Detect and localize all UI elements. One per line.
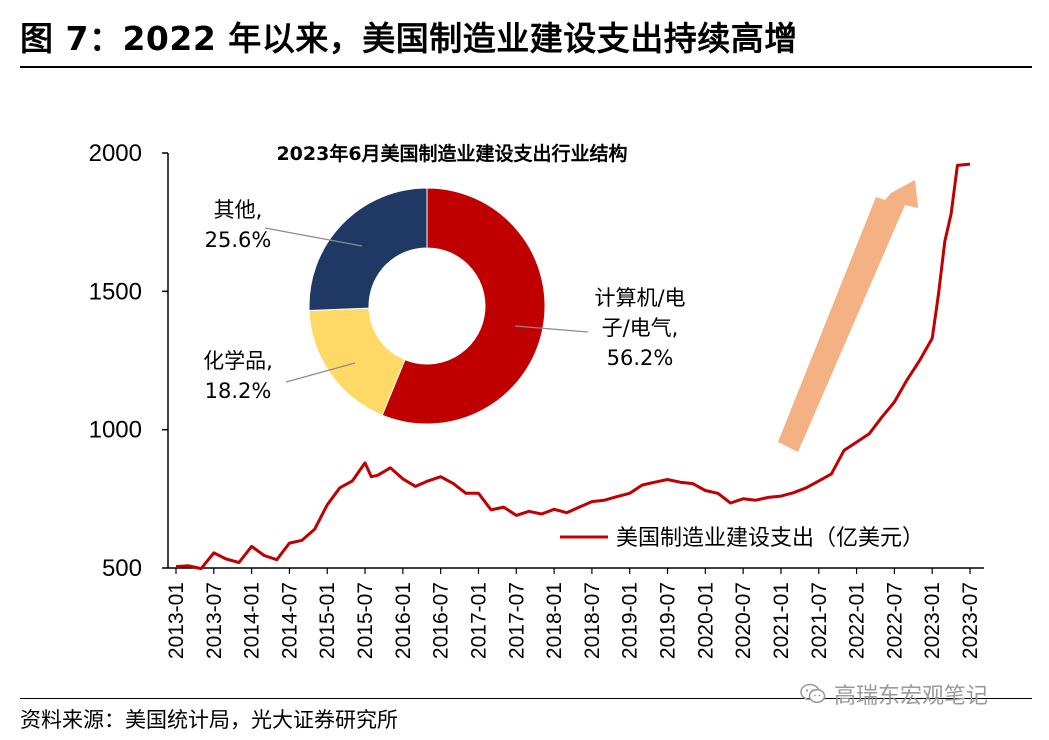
pie-slice [308,187,428,311]
pie-label-line: 子/电气, [602,316,679,340]
y-axis: 500 1000 1500 2000 [89,140,169,582]
x-tick-label: 2015-01 [316,582,339,659]
x-tick-label: 2016-07 [430,582,453,659]
x-tick-label: 2022-01 [846,582,869,659]
x-tick-label: 2014-01 [241,582,264,659]
x-tick-label: 2021-07 [808,582,831,659]
pie-title: 2023年6月美国制造业建设支出行业结构 [276,142,627,165]
legend-label: 美国制造业建设支出（亿美元） [616,526,924,551]
x-tick-label: 2018-01 [543,582,566,659]
watermark-text: 高瑞东宏观笔记 [834,684,989,709]
y-tick-label: 2000 [89,140,142,167]
donut-chart: 2023年6月美国制造业建设支出行业结构 计算机/电子/电气, 56.2% 化学品,… [203,142,686,425]
pie-label-line: 化学品, [203,349,273,373]
x-tick-label: 2020-01 [694,582,717,659]
pie-slice-label: 化学品, 18.2% [203,349,273,403]
x-tick-label: 2022-07 [883,582,906,659]
x-tick-label: 2018-07 [581,582,604,659]
figure-title: 图 7：2022 年以来，美国制造业建设支出持续高增 [20,19,798,58]
x-tick-label: 2019-01 [619,582,642,659]
watermark: 高瑞东宏观笔记 [800,678,988,710]
x-tick-label: 2013-07 [203,582,226,659]
wechat-icon [800,683,826,704]
pie-label-line: 56.2% [607,346,674,370]
title-divider [20,66,1032,68]
pie-slice-label: 计算机/电子/电气, 56.2% [594,286,685,370]
line-series-path [175,162,971,571]
y-tick-label: 500 [102,555,142,582]
x-tick-label: 2021-01 [770,582,793,659]
x-axis: 2013-01 2013-07 2014-01 2014-07 2015-01 2015-… [165,567,984,659]
trend-arrow-shape [778,180,918,452]
y-tick-label: 1000 [89,417,142,444]
pie-leader-line [264,227,363,247]
pie-label-line: 18.2% [205,379,272,403]
pie-leader-line [285,362,356,383]
x-tick-label: 2020-07 [732,582,755,659]
trend-arrow [778,180,918,452]
line-series [175,162,971,571]
pie-label-line: 计算机/电 [594,286,685,310]
y-tick-label: 1500 [89,278,142,305]
x-tick-label: 2017-07 [505,582,528,659]
x-tick-label: 2023-07 [959,582,982,659]
pie-leader-line [514,325,589,333]
x-tick-label: 2016-01 [392,582,415,659]
x-tick-label: 2023-01 [921,582,944,659]
pie-label-line: 25.6% [205,228,272,252]
x-tick-label: 2015-07 [354,582,377,659]
source-note: 资料来源：美国统计局，光大证券研究所 [20,708,398,732]
x-tick-label: 2014-07 [278,582,301,659]
pie-label-line: 其他, [214,198,263,222]
legend: 美国制造业建设支出（亿美元） [560,526,924,551]
x-tick-label: 2017-01 [467,582,490,659]
pie-slice [381,187,546,425]
footer-divider [20,698,1032,699]
x-tick-label: 2013-01 [165,582,188,659]
x-tick-label: 2019-07 [657,582,680,659]
pie-slice-label: 其他, 25.6% [205,198,272,252]
